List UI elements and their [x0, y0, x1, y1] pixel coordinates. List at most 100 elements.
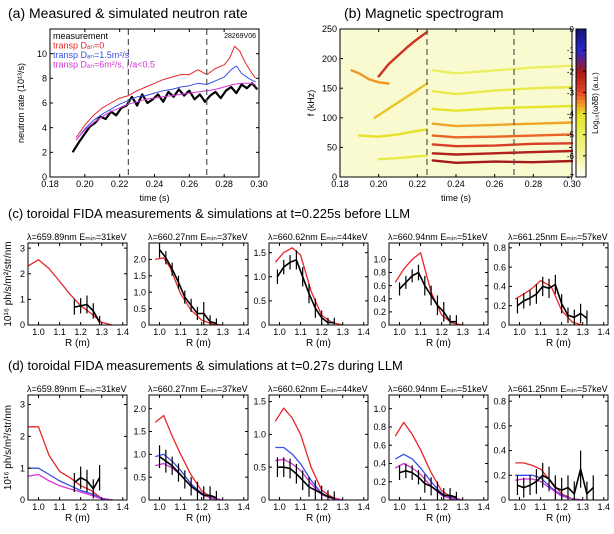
x-tick-label: 1.4 [117, 327, 130, 337]
x-tick-label: 1.4 [238, 502, 251, 512]
y-tick-label: 250 [322, 24, 337, 34]
x-tick-label: 1.1 [294, 327, 307, 337]
colorbar-segment [576, 136, 586, 141]
x-tick-label: 1.2 [195, 502, 208, 512]
y-tick-label: 4 [42, 123, 47, 133]
y-tick-label: 2 [20, 432, 25, 442]
spectrogram-title: (b) Magnetic spectrogram [344, 5, 504, 21]
fida-x-label: R (m) [306, 513, 331, 524]
x-tick-label: 1.2 [435, 502, 448, 512]
x-tick-label: 1.0 [273, 327, 286, 337]
colorbar-tick-label: -6 [567, 152, 575, 161]
y-tick-label: 0 [20, 320, 25, 330]
x-tick-label: 1.0 [153, 502, 166, 512]
fida-plot-frame [27, 242, 128, 326]
spectrogram-mode-line [431, 104, 574, 112]
x-tick-label: 1.4 [478, 502, 491, 512]
spectrogram-mode-line [358, 128, 429, 138]
x-tick-label: 1.1 [174, 327, 187, 337]
colorbar-segment [576, 54, 586, 60]
y-tick-label: 0.4 [373, 459, 386, 469]
fida-meas-line [516, 283, 588, 319]
spectrogram-x-label: time (s) [441, 193, 471, 203]
x-tick-label: 0.28 [525, 179, 543, 189]
fida-panel-title: λ=660.62nm Eₘᵢₙ=44keV [268, 232, 368, 242]
y-tick-label: 0 [501, 495, 506, 505]
y-tick-label: 10 [37, 49, 47, 59]
colorbar-segment [576, 43, 586, 48]
y-tick-label: 0.2 [373, 307, 386, 317]
spectrogram-mode-line [431, 121, 574, 128]
fida-plot-frame [268, 394, 369, 501]
fida-x-label: R (m) [186, 513, 211, 524]
y-tick-label: 0 [20, 495, 25, 505]
x-tick-label: 1.2 [315, 502, 328, 512]
y-tick-label: 0.8 [373, 422, 386, 432]
fida-x-label: R (m) [546, 513, 571, 524]
fida-panel-title: λ=659.89nm Eₘᵢₙ=31keV [27, 232, 127, 242]
x-tick-label: 0.28 [215, 179, 233, 189]
spectrogram-mode-line [431, 133, 574, 139]
fida-x-label: R (m) [186, 338, 211, 349]
x-tick-label: 1.4 [478, 327, 491, 337]
x-tick-label: 1.3 [456, 502, 469, 512]
colorbar-tick-label: -1 [567, 46, 575, 55]
x-tick-label: 1.4 [598, 502, 611, 512]
spectrogram-mode-line [373, 82, 429, 120]
colorbar-segment [576, 69, 586, 74]
colorbar-segment [576, 114, 586, 119]
y-tick-label: 2.0 [133, 255, 146, 265]
fida-plot-frame [508, 242, 609, 326]
legend-entry: transp Dₐₙ=6m²/s, r/a<0.5 [53, 60, 155, 70]
neutron-series-line [75, 82, 256, 141]
y-tick-label: 3 [20, 243, 25, 253]
x-tick-label: 1.1 [53, 502, 66, 512]
colorbar-segment [576, 80, 586, 85]
y-tick-label: 0 [332, 172, 337, 182]
spectrogram-mode-line [431, 142, 574, 148]
y-tick-label: 1.5 [253, 397, 266, 407]
y-tick-label: 100 [322, 113, 337, 123]
y-tick-label: 3 [20, 400, 25, 410]
neutron-rate-chart: (a) Measured & simulated neutron rate 0.1… [8, 5, 268, 203]
fida-meas-line [276, 259, 335, 324]
fida-sim-line [515, 478, 583, 501]
spectrogram-chart: (b) Magnetic spectrogram 0.18 0.20 0.22 0.24… [306, 5, 600, 203]
fida-meas-line [277, 466, 335, 499]
y-tick-label: 0.6 [373, 281, 386, 291]
y-tick-label: 6 [42, 98, 47, 108]
colorbar-segment [576, 77, 586, 82]
colorbar-segment [576, 66, 586, 71]
fida-x-label: R (m) [65, 338, 90, 349]
legend-entry: transp Dₐₙ=0 [53, 41, 104, 51]
colorbar-tick-label: -7 [567, 173, 575, 182]
y-tick-label: 2 [42, 147, 47, 157]
x-tick-label: 1.0 [513, 327, 526, 337]
y-tick-label: 0.6 [493, 262, 506, 272]
spectrogram-mode-line [431, 85, 574, 96]
fida-panel-title: λ=661.25nm Eₘᵢₙ=57keV [508, 232, 608, 242]
x-tick-label: 0.30 [563, 179, 581, 189]
y-tick-label: 150 [322, 83, 337, 93]
colorbar-segment [576, 169, 586, 174]
x-tick-label: 1.2 [74, 502, 87, 512]
colorbar-segment [576, 106, 586, 111]
colorbar-segment [576, 158, 586, 163]
colorbar-segment [576, 88, 586, 93]
x-tick-label: 1.3 [216, 327, 229, 337]
fida-x-label: R (m) [426, 513, 451, 524]
fida-sim-line [27, 473, 113, 501]
y-tick-label: 50 [327, 143, 337, 153]
colorbar-segment [576, 162, 586, 167]
fida-sim-line [28, 467, 113, 501]
colorbar-label: Log₁₀(ωδB) (a.u.) [591, 72, 600, 134]
fida-meas-line [398, 271, 457, 323]
x-tick-label: 1.2 [435, 327, 448, 337]
y-tick-label: 0.2 [493, 301, 506, 311]
y-tick-label: 1.5 [253, 248, 266, 258]
x-tick-label: 1.0 [153, 327, 166, 337]
fida-panel: λ=660.62nm Eₘᵢₙ=44keV 1.0 1.1 1.2 1.3 1.4 0 0.5… [253, 384, 370, 524]
x-tick-label: 0.22 [409, 179, 427, 189]
fida-plot-frame [388, 394, 489, 501]
